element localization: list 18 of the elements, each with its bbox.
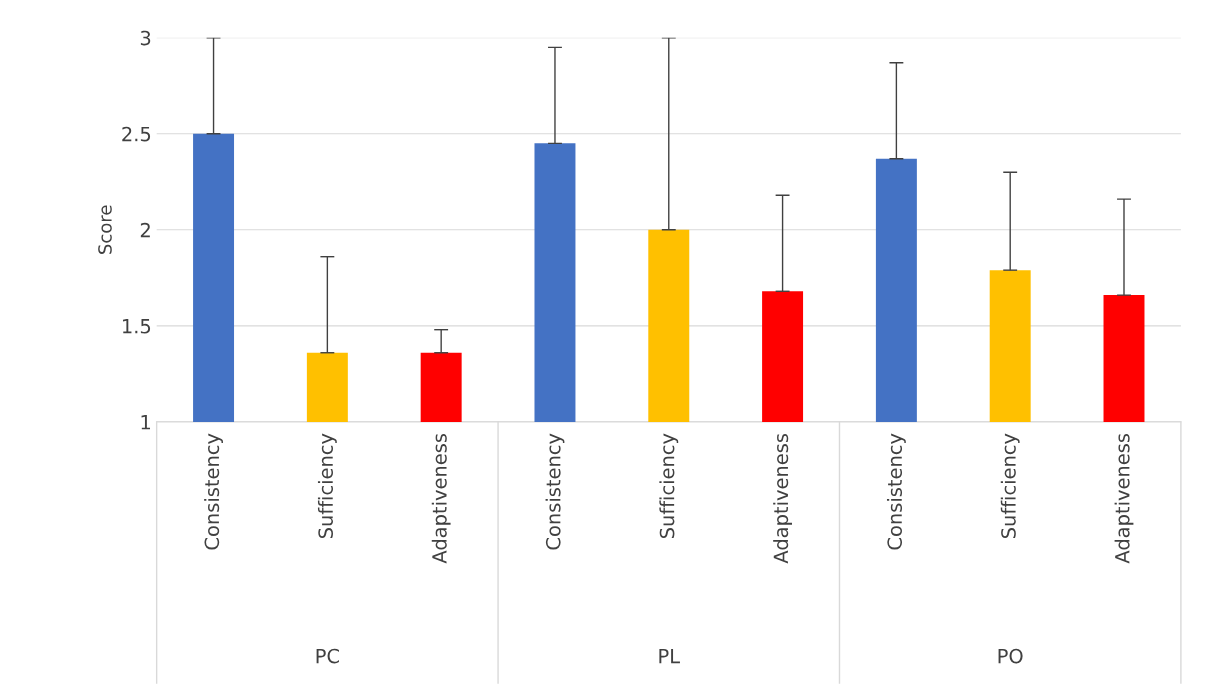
y-tick-label: 1 xyxy=(141,415,150,430)
y-axis-title: Score xyxy=(98,205,112,254)
x-tick-label: Consistency xyxy=(545,433,565,550)
y-tick-label: 2.5 xyxy=(122,126,151,142)
x-tick-label: Sufficiency xyxy=(659,433,679,539)
x-tick-label: Sufficiency xyxy=(317,433,337,539)
x-tick-label: Adaptiveness xyxy=(773,433,792,564)
y-tick-label: 2 xyxy=(140,222,150,238)
x-tick-label: Adaptiveness xyxy=(1114,433,1134,564)
text: PO xyxy=(998,648,1023,664)
y-tick-label: 1.5 xyxy=(123,319,151,334)
x-tick-label: Consistency xyxy=(204,433,223,550)
y-tick-label: 3 xyxy=(140,30,151,46)
x-tick-label: Consistency xyxy=(886,433,906,550)
x-tick-label: Adaptiveness xyxy=(431,433,451,564)
text: PL xyxy=(659,648,680,664)
text: PC xyxy=(316,648,339,664)
x-tick-label: Sufficiency xyxy=(1000,433,1020,539)
